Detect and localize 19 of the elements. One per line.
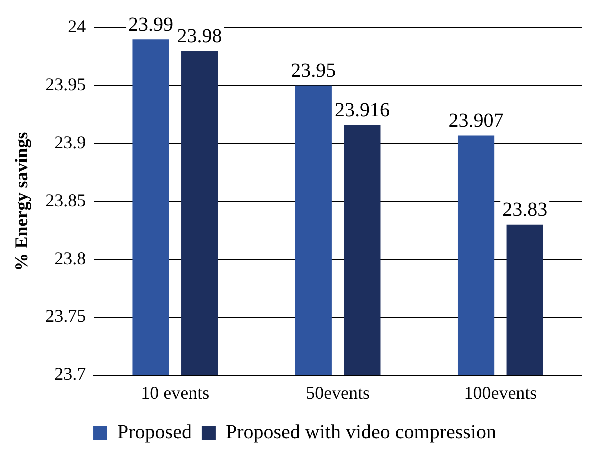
y-tick-label: 23.85 xyxy=(46,190,86,210)
y-tick-label: 23.8 xyxy=(54,248,86,268)
y-tick-label: 23.9 xyxy=(54,132,86,153)
data-label: 23.916 xyxy=(334,100,390,122)
legend-label: Proposed with video compression xyxy=(226,421,496,444)
data-label: 23.907 xyxy=(448,110,504,132)
x-tick-label: 10 events xyxy=(141,382,210,403)
data-label: 23.99 xyxy=(128,14,174,36)
data-label: 23.95 xyxy=(291,60,336,82)
x-tick-label: 100events xyxy=(464,382,538,403)
x-tick-label: 50events xyxy=(306,382,370,403)
y-axis-title: % Energy savings xyxy=(11,132,32,272)
legend-label: Proposed xyxy=(118,421,192,444)
data-label: 23.98 xyxy=(177,25,222,48)
y-tick-label: 23.7 xyxy=(54,364,86,384)
y-tick-label: 24 xyxy=(68,16,86,37)
y-tick-label: 23.95 xyxy=(46,74,86,95)
y-tick-label: 23.75 xyxy=(46,306,86,326)
data-label: 23.83 xyxy=(502,199,548,222)
